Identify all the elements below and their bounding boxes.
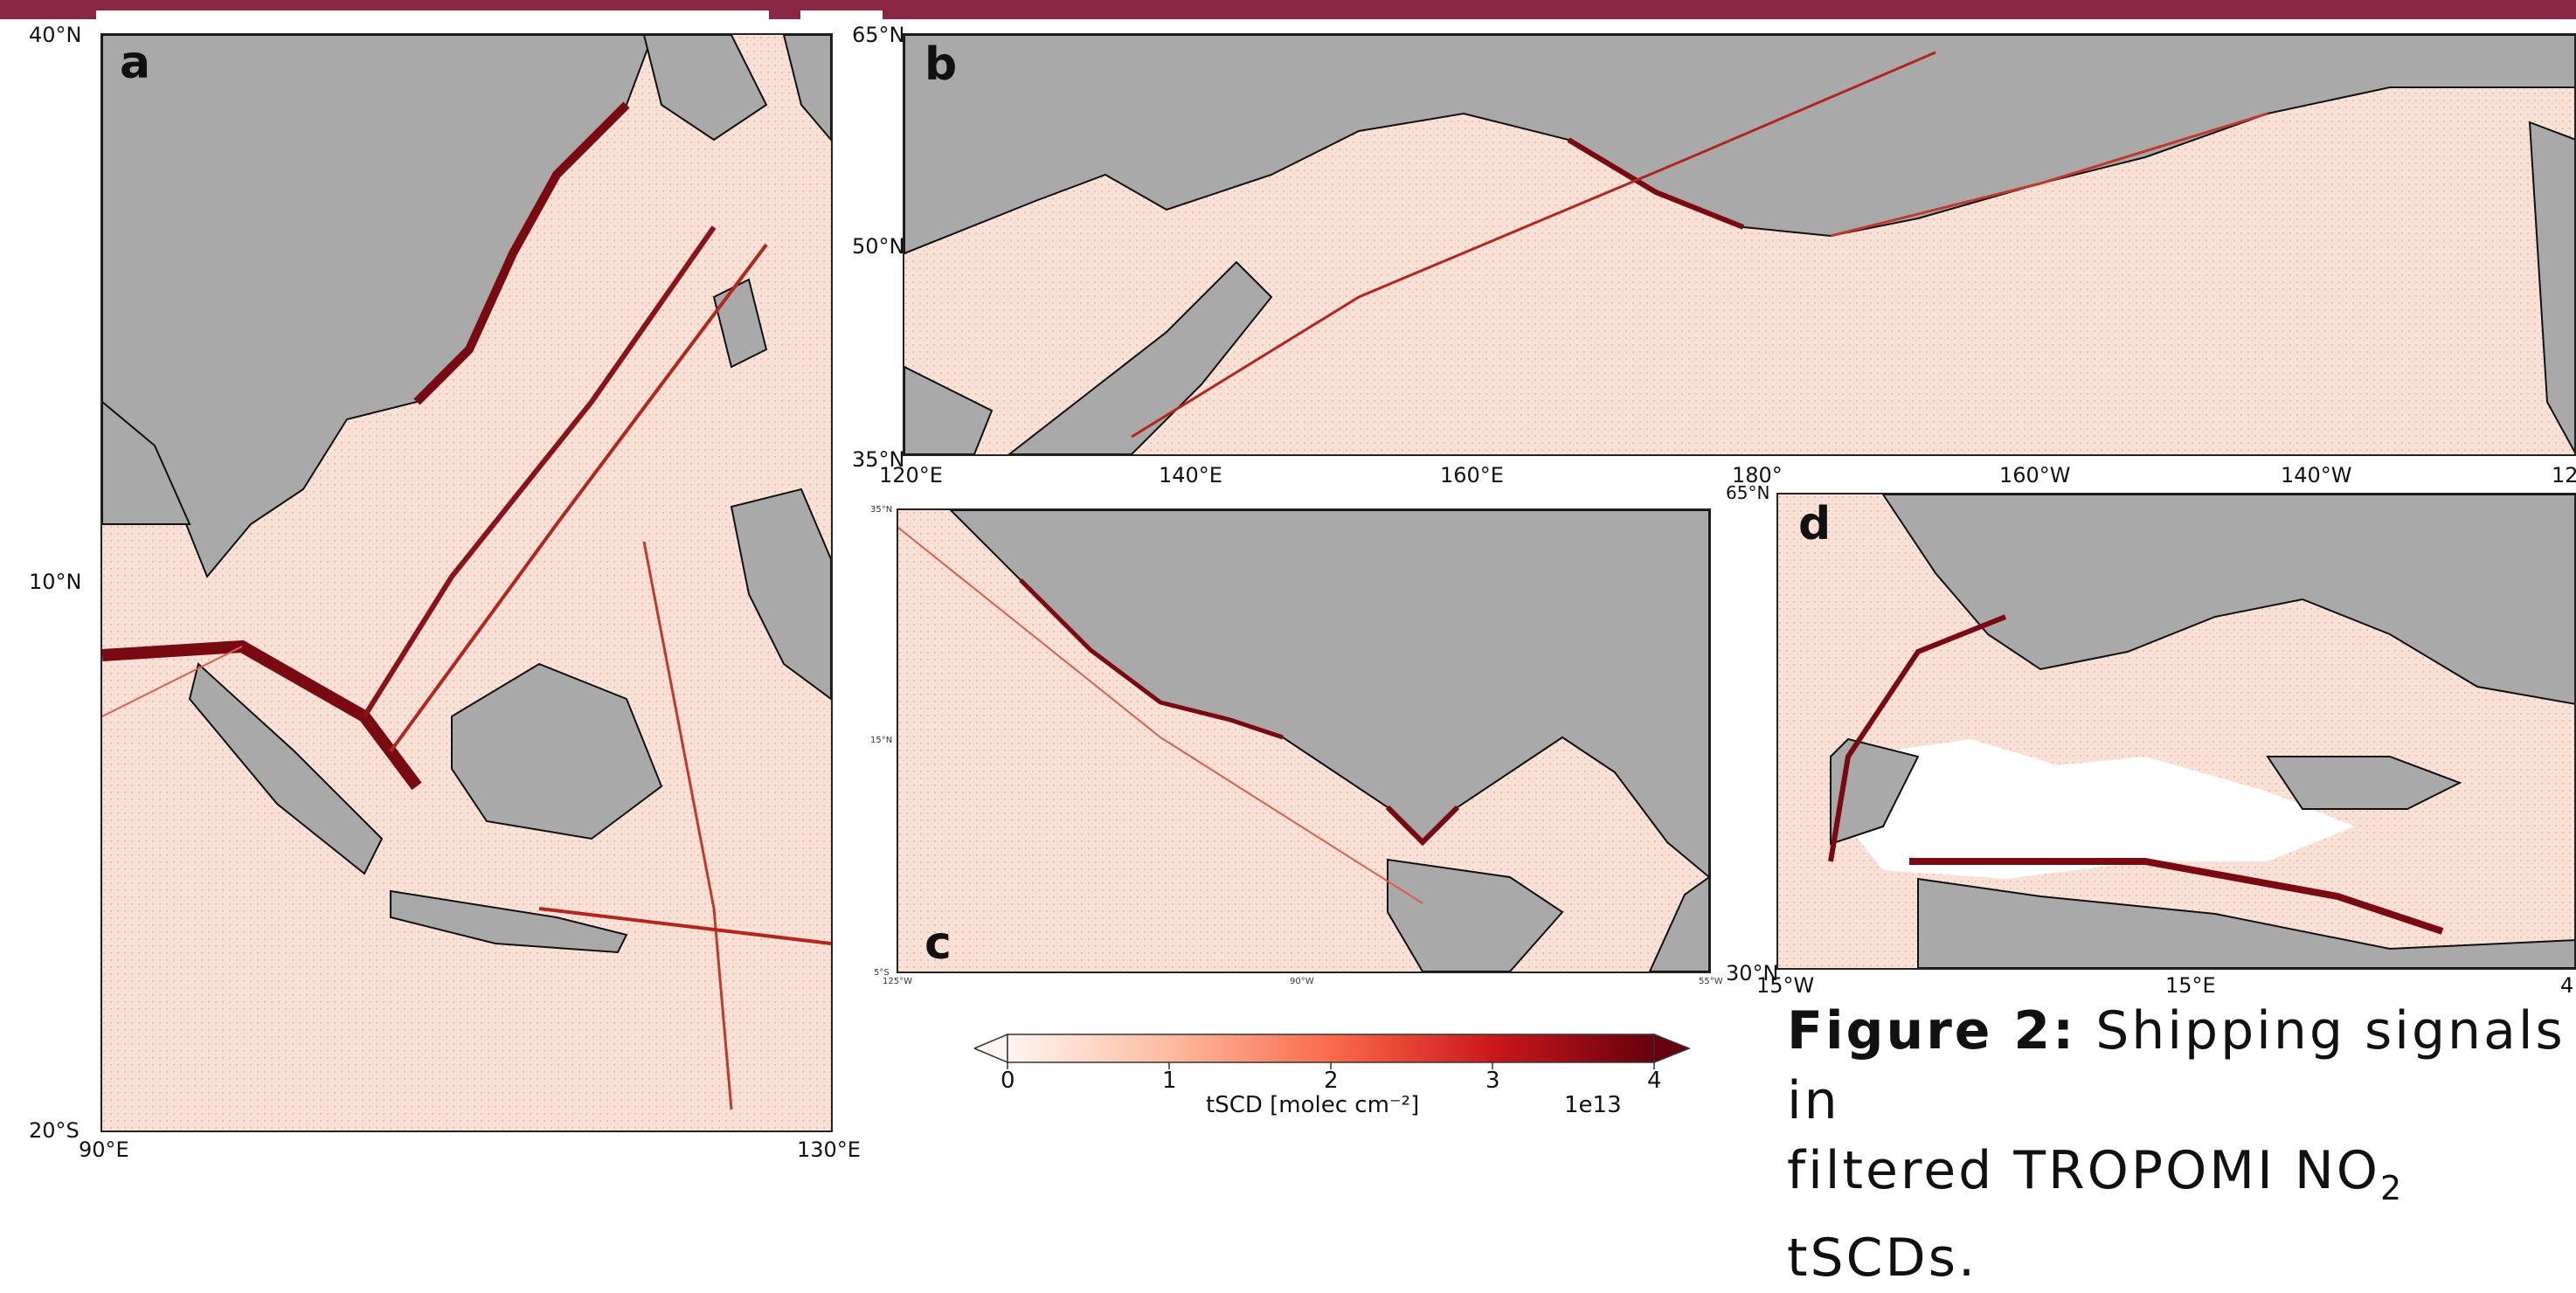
panel-b-xtick: 160°W: [1999, 463, 2071, 487]
panel-d-ytick: 65°N: [1726, 482, 1770, 503]
panel-a-ytick: 40°N: [29, 23, 82, 47]
panel-b-svg: [904, 35, 2574, 454]
panel-b-map: [903, 33, 2576, 456]
panel-d-svg: [1778, 494, 2574, 968]
panel-a-svg: [102, 35, 831, 1131]
colorbar-ticks: [1007, 1062, 1655, 1069]
panel-b-ytick: 50°N: [852, 234, 905, 259]
caption-sub: 2: [2379, 1169, 2405, 1207]
colorbar-tick-label: 1: [1162, 1068, 1177, 1094]
panel-c-ytick: 5°S: [874, 968, 890, 978]
panel-c-xtick: 55°W: [1699, 977, 1723, 986]
colorbar-tick-label: 0: [1001, 1068, 1015, 1094]
panel-a-map: [100, 33, 833, 1132]
panel-d-map: [1776, 493, 2576, 970]
colorbar-scale-note: 1e13: [1564, 1092, 1622, 1118]
panel-b-xtick: 140°W: [2281, 463, 2352, 487]
panel-b-ytick: 35°N: [852, 447, 905, 472]
panel-c-map: [897, 508, 1711, 973]
panel-b-xtick: 12: [2552, 463, 2576, 487]
panel-c-ytick: 15°N: [870, 736, 893, 745]
header-notch: [769, 10, 800, 19]
colorbar-gradient: [1007, 1034, 1655, 1063]
panel-d-ytick: 30°N: [1726, 961, 1779, 985]
panel-c-xtick: 90°W: [1290, 977, 1314, 986]
panel-d-label: d: [1798, 498, 1832, 550]
colorbar: [974, 1033, 1691, 1069]
colorbar-extend-low: [974, 1033, 1008, 1064]
colorbar-tick-label: 4: [1647, 1068, 1662, 1094]
panel-a-label: a: [120, 37, 151, 89]
panel-d-xtick: 15°W: [1756, 973, 1815, 998]
panel-c-svg: [898, 510, 1709, 971]
colorbar-tick-label: 2: [1324, 1068, 1339, 1094]
header-bar: [0, 0, 2576, 19]
caption-bold: Figure 2:: [1787, 1000, 2077, 1061]
figure-caption: Figure 2: Shipping signals in filtered T…: [1787, 996, 2573, 1293]
colorbar-extend-high: [1653, 1033, 1691, 1064]
panel-a-xtick: 90°E: [79, 1137, 129, 1162]
panel-c-label: c: [924, 917, 952, 970]
panel-b-xtick: 160°E: [1440, 463, 1504, 487]
panel-b-xtick: 140°E: [1159, 463, 1222, 487]
panel-b-ytick: 65°N: [852, 23, 905, 47]
colorbar-label: tSCD [molec cm⁻²]: [1206, 1092, 1420, 1118]
caption-line2-end: tSCDs.: [1787, 1227, 1978, 1289]
header-tab: [96, 10, 883, 19]
panel-a-xtick: 130°E: [797, 1137, 861, 1162]
panel-a-ytick: 10°N: [29, 570, 82, 594]
caption-line1: Shipping signals in: [1787, 1000, 2566, 1131]
panel-b-xtick: 120°E: [879, 463, 943, 487]
colorbar-tick-label: 3: [1485, 1068, 1500, 1094]
caption-line2: filtered TROPOMI NO: [1787, 1140, 2380, 1201]
panel-d-xtick: 15°E: [2165, 973, 2216, 998]
panel-c-xtick: 125°W: [883, 977, 912, 986]
panel-c-ytick: 35°N: [870, 505, 893, 515]
panel-b-label: b: [924, 38, 958, 91]
panel-a-ytick: 20°S: [29, 1118, 80, 1143]
panel-d-xtick: 4: [2560, 973, 2574, 998]
panel-b-xtick: 180°: [1732, 463, 1783, 487]
